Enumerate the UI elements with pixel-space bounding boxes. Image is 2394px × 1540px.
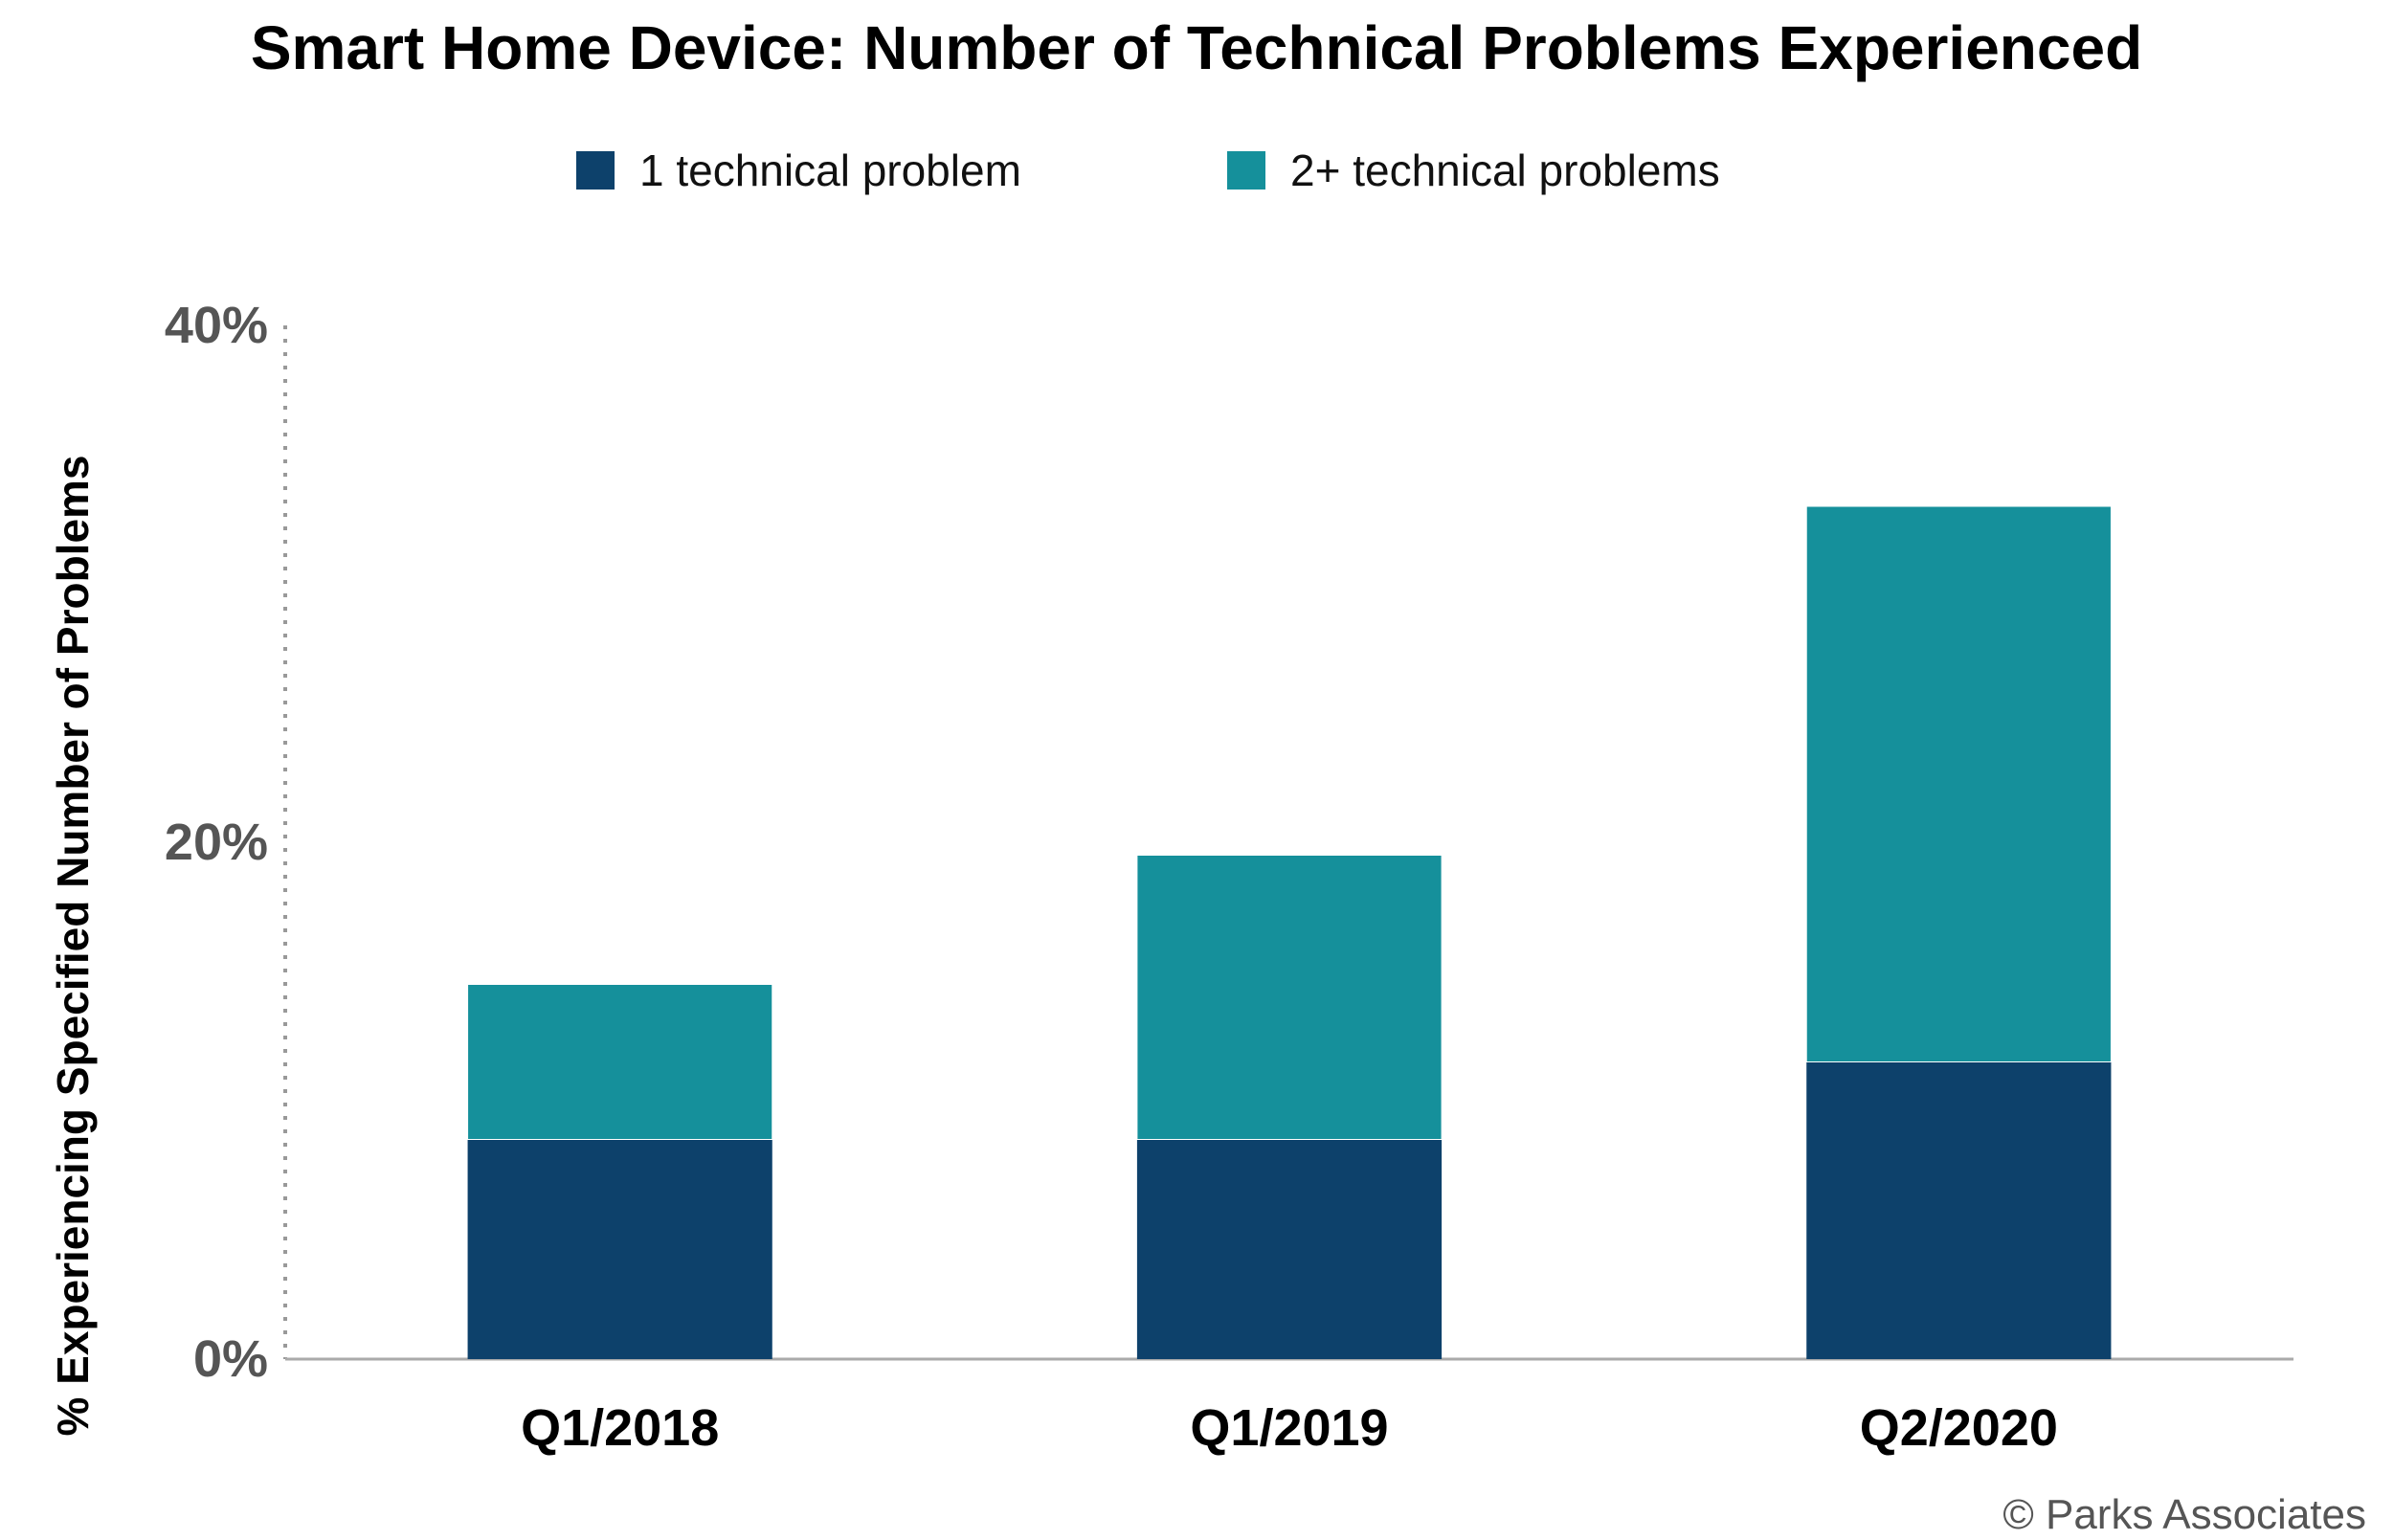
y-tick-label: 0% — [193, 1330, 268, 1388]
y-ticks: 0% 20% 40% — [165, 297, 268, 1388]
x-tick-label: Q1/2019 — [1190, 1399, 1388, 1457]
x-tick-label: Q1/2018 — [521, 1399, 719, 1457]
legend-label-1-technical-problem: 1 technical problem — [639, 145, 1021, 195]
bar-segment-2plus-problems-Q1-2019 — [1136, 855, 1443, 1140]
y-tick-label: 20% — [165, 814, 268, 871]
bar-segment-2plus-problems-Q2-2020 — [1805, 505, 2112, 1062]
bars — [467, 505, 2112, 1359]
legend-swatch-2-plus-technical-problems — [1227, 151, 1265, 190]
x-tick-label: Q2/2020 — [1860, 1399, 2058, 1457]
bar-segment-2plus-problems-Q1-2018 — [467, 984, 773, 1140]
y-tick-label: 40% — [165, 297, 268, 354]
y-axis-label: % Experiencing Specified Number of Probl… — [48, 455, 98, 1436]
legend-swatch-1-technical-problem — [576, 151, 615, 190]
bar-segment-1-problem-Q1-2019 — [1136, 1139, 1443, 1359]
credit: © Parks Associates — [2002, 1491, 2366, 1538]
legend: 1 technical problem 2+ technical problem… — [576, 145, 1720, 195]
bar-segment-1-problem-Q1-2018 — [467, 1139, 772, 1359]
x-ticks: Q1/2018 Q1/2019 Q2/2020 — [521, 1399, 2058, 1457]
chart-title: Smart Home Device: Number of Technical P… — [251, 13, 2142, 82]
legend-label-2-plus-technical-problems: 2+ technical problems — [1290, 145, 1720, 195]
bar-segment-1-problem-Q2-2020 — [1806, 1061, 2112, 1359]
